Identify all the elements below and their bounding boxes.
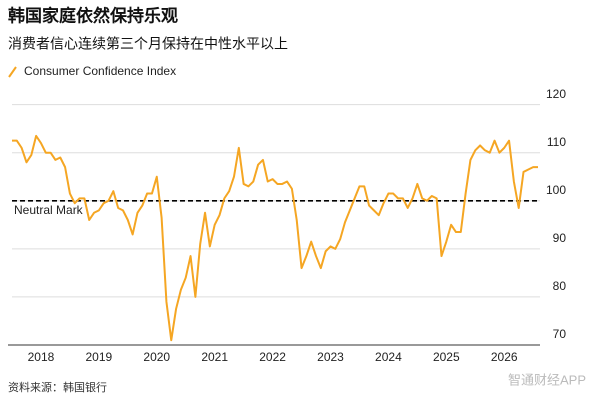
chart-subtitle: 消费者信心连续第三个月保持在中性水平以上	[8, 36, 288, 52]
data-line	[12, 134, 538, 342]
y-tick-label: 120	[546, 87, 566, 101]
x-tick-label: 2021	[201, 350, 228, 364]
y-tick-label: 100	[546, 183, 566, 197]
watermark: 智通财经APP	[508, 372, 586, 387]
legend-label: Consumer Confidence Index	[24, 64, 176, 78]
x-tick-label: 2020	[143, 350, 170, 364]
y-tick-label: 110	[547, 135, 566, 149]
chart-title: 韩国家庭依然保持乐观	[8, 5, 178, 25]
legend-swatch	[8, 66, 17, 78]
source: 资料来源：韩国银行	[8, 380, 107, 394]
x-tick-label: 2018	[28, 350, 55, 364]
x-tick-label: 2026	[491, 350, 518, 364]
x-tick-label: 2022	[259, 350, 286, 364]
x-tick-label: 2019	[86, 350, 113, 364]
y-tick-label: 70	[553, 327, 567, 341]
x-tick-label: 2023	[317, 350, 344, 364]
y-tick-label: 80	[553, 279, 567, 293]
reference-label: Neutral Mark	[14, 203, 84, 217]
x-tick-label: 2025	[433, 350, 460, 364]
y-tick-label: 90	[553, 231, 567, 245]
x-tick-label: 2024	[375, 350, 402, 364]
